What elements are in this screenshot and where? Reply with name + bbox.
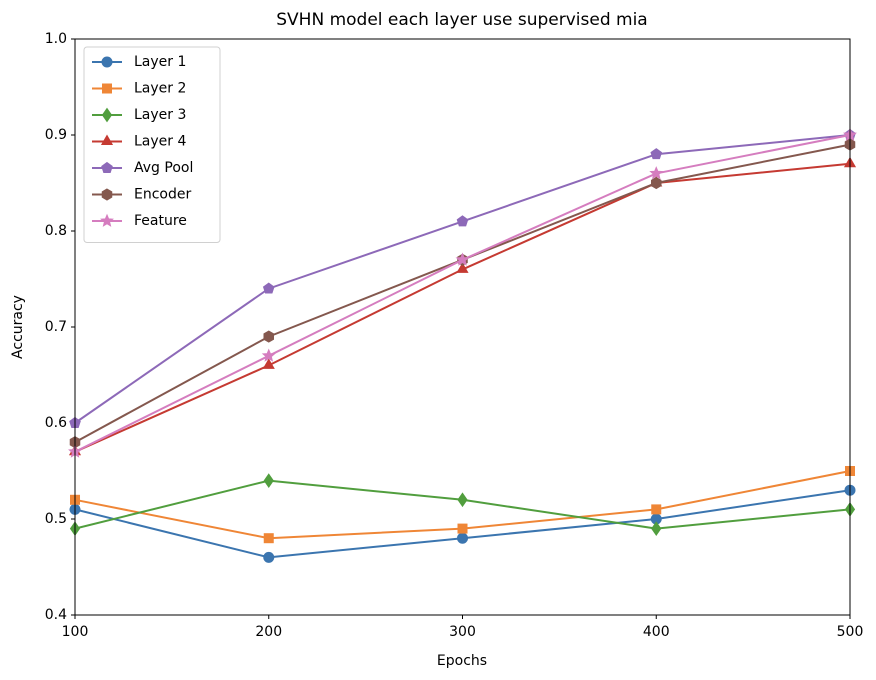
marker [457,492,468,508]
marker [649,166,664,180]
chart-title: SVHN model each layer use supervised mia [276,10,647,30]
marker [263,551,275,563]
y-axis-label: Accuracy [10,295,26,359]
x-tick-label: 100 [62,624,89,640]
legend-label: Encoder [134,187,191,203]
plot-frame [74,38,851,616]
legend-label: Layer 4 [134,134,186,150]
y-tick-label: 0.7 [45,319,67,335]
marker [101,161,113,173]
marker [650,176,662,190]
marker [650,148,663,160]
legend-label: Layer 2 [134,81,186,97]
marker [456,215,469,227]
x-tick-label: 200 [255,624,282,640]
marker [455,252,470,266]
marker [262,282,275,294]
legend-label: Feature [134,213,187,229]
legend-label: Avg Pool [134,160,193,176]
y-tick-label: 0.5 [45,511,67,527]
y-tick-label: 0.4 [45,607,67,623]
marker [101,107,113,123]
marker [651,521,662,536]
marker [263,330,275,343]
y-tick-label: 1.0 [45,31,67,47]
x-tick-label: 500 [837,624,864,640]
x-tick-label: 300 [449,624,476,640]
legend-label: Layer 1 [134,54,186,70]
marker [261,348,276,362]
x-axis-label: Epochs [437,653,487,669]
y-tick-label: 0.6 [45,415,67,431]
marker [456,262,469,273]
legend: Layer 1 Layer 2 Layer 3 Layer 4 Avg Pool Enco… [83,46,221,243]
marker [457,523,468,534]
marker [651,504,662,515]
marker [100,213,114,227]
y-tick-label: 0.8 [45,223,67,239]
y-tick-label: 0.9 [45,127,67,143]
marker [457,532,468,544]
marker [100,134,114,145]
marker [102,83,112,94]
marker [101,56,113,68]
x-tick-label: 400 [643,624,670,640]
marker [263,473,274,488]
marker [263,533,274,544]
marker [262,358,275,369]
legend-label: Layer 3 [134,107,186,123]
marker [101,188,113,201]
